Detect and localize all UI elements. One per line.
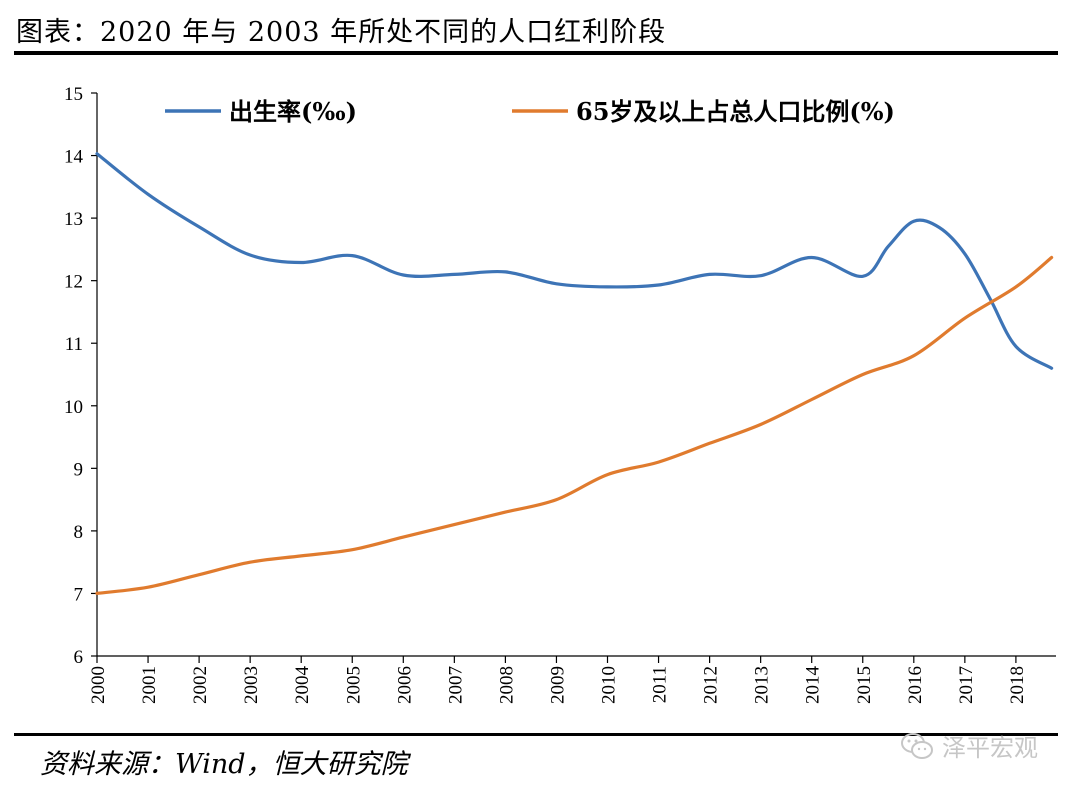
x-tick-label: 2012	[701, 666, 722, 704]
x-tick-label: 2017	[956, 666, 977, 704]
series-line-aged-65-share	[95, 255, 1054, 595]
y-tick-label: 6	[74, 647, 84, 668]
x-tick-label: 2006	[394, 666, 415, 704]
legend-label: 65岁及以上占总人口比例(%)	[576, 97, 895, 126]
chart-title: 图表：2020 年与 2003 年所处不同的人口红利阶段	[16, 17, 667, 48]
y-tick-label: 11	[65, 334, 83, 355]
x-tick-label: 2004	[292, 666, 313, 705]
legend-label: 出生率(‰)	[229, 97, 357, 126]
x-tick-label: 2001	[139, 666, 160, 704]
x-tick-label: 2005	[343, 666, 364, 704]
top-rule	[14, 51, 1058, 55]
y-tick-label: 12	[64, 272, 83, 293]
x-tick-label: 2008	[496, 666, 517, 704]
x-tick-label: 2002	[190, 666, 211, 704]
x-tick-label: 2016	[905, 666, 926, 704]
source-note: 资料来源：Wind，恒大研究院	[40, 749, 408, 780]
y-tick-label: 9	[74, 459, 84, 480]
x-tick-label: 2009	[547, 666, 568, 704]
watermark-text: 泽平宏观	[942, 734, 1038, 762]
x-tick-label: 2018	[1007, 666, 1028, 704]
y-tick-label: 10	[64, 397, 83, 418]
x-tick-label: 2015	[854, 666, 875, 704]
x-tick-label: 2010	[599, 666, 620, 704]
x-tick-label: 2003	[241, 666, 262, 704]
watermark: 泽平宏观	[900, 728, 1038, 763]
bottom-rule	[14, 733, 1058, 736]
series-lines	[95, 152, 1054, 595]
x-tick-label: 2000	[88, 666, 109, 704]
x-axis: 2000 2001 2002 2003 2004 2005 2006 2007 2008 2009…	[88, 655, 1056, 705]
y-tick-label: 15	[64, 84, 83, 105]
y-tick-label: 8	[74, 522, 84, 543]
y-tick-label: 14	[64, 147, 84, 168]
x-tick-label: 2014	[803, 666, 824, 705]
y-axis: 6 7 8 9 10 11 12 13 14 15	[64, 84, 98, 668]
x-tick-label: 2013	[752, 666, 773, 704]
legend: 出生率(‰) 65岁及以上占总人口比例(%)	[165, 97, 895, 126]
y-tick-label: 13	[64, 209, 83, 230]
y-tick-label: 7	[74, 584, 84, 605]
wechat-icon	[901, 732, 933, 759]
series-line-birth-rate	[95, 152, 1054, 370]
x-tick-label: 2011	[650, 666, 671, 703]
x-tick-label: 2007	[445, 666, 466, 704]
